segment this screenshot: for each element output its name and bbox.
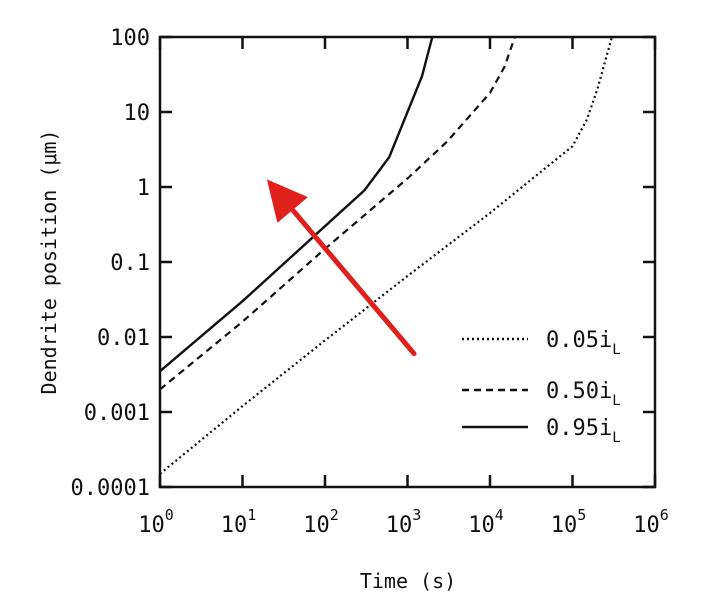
y-tick-label: 0.1	[110, 251, 150, 276]
x-tick-label: 106	[633, 506, 669, 538]
y-tick-label: 0.0001	[71, 476, 150, 501]
y-tick-label: 1	[137, 176, 150, 201]
x-tick-label: 105	[551, 506, 587, 538]
y-tick-label: 10	[124, 101, 151, 126]
series-line-solid	[159, 36, 434, 373]
tick-marks	[158, 35, 657, 489]
x-tick-label: 101	[221, 506, 257, 538]
x-axis-title: Time (s)	[360, 569, 456, 593]
x-tick-label: 102	[303, 506, 339, 538]
legend-label: 0.05iL	[546, 328, 621, 358]
legend: 0.05iL 0.50iL 0.95iL	[462, 328, 621, 446]
y-axis-title: Dendrite position (μm)	[37, 130, 61, 395]
series-layer	[159, 36, 613, 475]
series-line-dotted	[159, 36, 613, 475]
y-tick-label: 0.01	[97, 326, 150, 351]
y-tick-label: 0.001	[84, 401, 150, 426]
x-tick-label: 104	[468, 506, 504, 538]
y-tick-labels: 100 10 1 0.1 0.01 0.001 0.0001	[71, 26, 150, 501]
red-arrow-annotation	[266, 179, 417, 357]
legend-label: 0.95iL	[546, 416, 621, 446]
x-tick-label: 100	[138, 506, 174, 538]
series-line-dashed	[159, 36, 516, 391]
legend-label: 0.50iL	[546, 379, 621, 409]
x-tick-labels: 100 101 102 103 104 105 106	[138, 506, 669, 538]
annotation-layer	[266, 179, 417, 357]
y-tick-label: 100	[110, 26, 150, 51]
x-tick-label: 103	[386, 506, 422, 538]
